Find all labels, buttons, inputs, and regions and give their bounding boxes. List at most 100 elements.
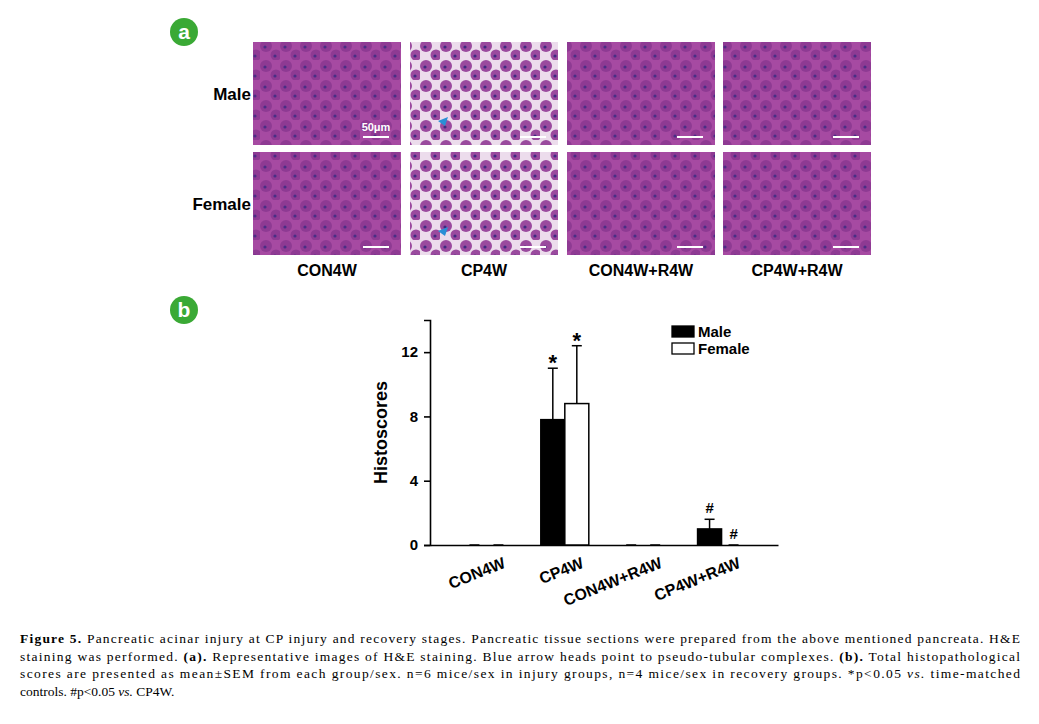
y-tick-mark xyxy=(424,416,430,418)
scale-bar xyxy=(520,136,546,138)
x-axis-line xyxy=(431,545,779,547)
error-bar xyxy=(650,545,660,546)
caption-run: CP4W. xyxy=(133,684,175,699)
y-tick: 4 xyxy=(410,472,430,489)
scale-bar xyxy=(363,246,389,248)
caption-run: time-matched xyxy=(926,666,1020,681)
x-tick-label: CON4W xyxy=(446,554,508,592)
bar xyxy=(722,544,746,545)
error-cap xyxy=(729,544,739,545)
histology-image xyxy=(253,42,401,145)
legend-swatch xyxy=(672,343,694,354)
caption-line: Figure 5. Pancreatic acinar injury at CP… xyxy=(20,631,1020,646)
scale-bar xyxy=(363,136,389,138)
caption-run: Pancreatic acinar injury at CP injury an… xyxy=(82,631,1020,646)
bar xyxy=(462,544,486,545)
bar xyxy=(541,420,565,545)
error-line xyxy=(709,519,711,529)
caption-run: vs. xyxy=(907,666,924,681)
bar xyxy=(565,404,589,545)
caption-run: (b). xyxy=(839,649,863,664)
caption-run: controls. #p<0.05 xyxy=(20,684,118,699)
error-bar xyxy=(729,545,739,546)
legend-swatch xyxy=(672,326,694,337)
scale-bar xyxy=(677,136,703,138)
error-line xyxy=(576,346,578,404)
legend-label: Male xyxy=(698,323,731,340)
histology-image xyxy=(567,42,715,145)
x-tick: CP4W+R4W xyxy=(652,545,744,604)
scale-bar-label: 50μm xyxy=(362,121,391,133)
error-bar xyxy=(469,545,479,546)
column-label: CON4W xyxy=(297,262,357,279)
x-tick: CON4W xyxy=(446,545,508,592)
caption-run: (a). xyxy=(184,649,207,664)
histology-image xyxy=(410,152,558,255)
y-tick-mark xyxy=(424,545,430,547)
panel-label: b xyxy=(170,296,198,324)
caption-run: vs. xyxy=(118,684,133,699)
x-tick: CON4W+R4W xyxy=(561,545,665,609)
column-label: CP4W xyxy=(461,262,508,279)
error-line xyxy=(552,368,554,419)
error-bar xyxy=(705,519,715,529)
significance-mark: * xyxy=(573,328,582,353)
column-label: CON4W+R4W xyxy=(589,262,694,279)
scale-bar xyxy=(520,246,546,248)
column-label: CP4W+R4W xyxy=(751,262,843,279)
arrowhead xyxy=(438,117,448,126)
error-cap xyxy=(626,544,636,545)
y-axis-title: Histoscores xyxy=(371,381,391,484)
histology-image xyxy=(723,152,871,255)
error-bar xyxy=(548,368,558,419)
y-tick: 8 xyxy=(410,408,430,425)
bar xyxy=(486,544,510,545)
caption-run: Total histopathological xyxy=(864,649,1020,664)
panel-letter: a xyxy=(178,20,190,43)
error-cap xyxy=(650,544,660,545)
panel-label: a xyxy=(170,18,198,46)
caption-run: staining was performed. xyxy=(20,649,182,664)
bar-chart: 0 4 8 12 Histoscores CON4W CP4WCON4W+R4WCP4W+R… xyxy=(371,321,779,609)
significance-mark: * xyxy=(549,350,558,375)
y-tick-label: 0 xyxy=(410,536,418,553)
plot-area xyxy=(469,346,738,545)
bar xyxy=(643,544,667,545)
figure: aMaleFemale50μmCON4WCP4WCON4W+R4WCP4W+R4… xyxy=(0,0,1039,724)
y-axis: 0 4 8 12 xyxy=(401,321,430,554)
error-cap xyxy=(469,544,479,545)
y-axis-line xyxy=(424,321,431,546)
histology-image xyxy=(567,152,715,255)
significance-mark: # xyxy=(729,525,738,542)
caption-line: staining was performed. (a). Representat… xyxy=(20,649,1020,664)
y-tick: 0 xyxy=(410,536,430,553)
x-tick-label: CP4W xyxy=(537,554,587,587)
row-label: Female xyxy=(192,195,251,214)
caption-run: Figure 5. xyxy=(20,631,81,646)
x-tick: CP4W xyxy=(537,545,587,587)
x-tick-label: CON4W+R4W xyxy=(561,554,665,609)
significance-mark: # xyxy=(705,499,714,516)
caption: Figure 5. Pancreatic acinar injury at CP… xyxy=(20,631,1020,699)
histology-image xyxy=(410,42,558,145)
x-tick-label: CP4W+R4W xyxy=(652,554,744,604)
image-grid: Male Female 50μm CON4W CP4W CON4W+R4W CP4W+R4W xyxy=(192,42,871,279)
error-bar xyxy=(626,545,636,546)
x-axis: CON4W CP4WCON4W+R4WCP4W+R4W xyxy=(431,545,779,609)
caption-run: Representative images of H&E staining. B… xyxy=(208,649,838,664)
arrowhead xyxy=(438,227,448,236)
histology-image xyxy=(723,42,871,145)
caption-run: scores are presented as mean±SEM from ea… xyxy=(20,666,906,681)
bar xyxy=(698,529,722,545)
legend-label: Female xyxy=(698,340,750,357)
panel-badge xyxy=(170,18,198,46)
bar xyxy=(619,544,643,545)
caption-line: controls. #p<0.05 vs. CP4W. xyxy=(20,684,175,699)
error-cap xyxy=(493,544,503,545)
y-tick-mark xyxy=(424,352,430,354)
row-label: Male xyxy=(213,85,251,104)
y-tick-label: 8 xyxy=(410,408,418,425)
panel-badge xyxy=(170,296,198,324)
scale-bar xyxy=(677,246,703,248)
y-tick: 12 xyxy=(401,343,430,360)
